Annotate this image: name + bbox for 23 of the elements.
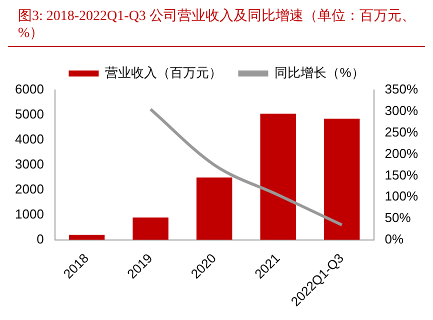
y2-tick-label: 300%	[384, 102, 418, 118]
y-tick-label: 4000	[15, 132, 44, 147]
legend-label: 同比增长（%）	[274, 65, 364, 80]
bar	[324, 118, 360, 240]
y2-tick-label: 100%	[384, 188, 418, 204]
legend-label: 营业收入（百万元）	[105, 65, 222, 80]
y2-tick-label: 50%	[384, 210, 412, 226]
y2-tick-label: 200%	[384, 146, 418, 161]
bar	[196, 177, 232, 240]
bar	[132, 217, 168, 240]
chart-title: 图3: 2018-2022Q1-Q3 公司营业收入及同比增速（单位：百万元、%）	[8, 8, 425, 47]
y2-tick-label: 150%	[384, 167, 418, 182]
y2-tick-label: 0%	[384, 232, 404, 247]
y-tick-label: 1000	[15, 206, 44, 222]
bar	[260, 114, 296, 240]
line-series	[149, 108, 344, 226]
y-tick-label: 2000	[15, 182, 44, 197]
y-tick-label: 0	[36, 232, 44, 247]
y2-tick-label: 250%	[384, 124, 418, 140]
y-tick-label: 5000	[15, 106, 44, 122]
y2-tick-label: 350%	[384, 82, 418, 97]
y-tick-label: 3000	[15, 156, 44, 172]
y-tick-label: 6000	[15, 82, 44, 97]
